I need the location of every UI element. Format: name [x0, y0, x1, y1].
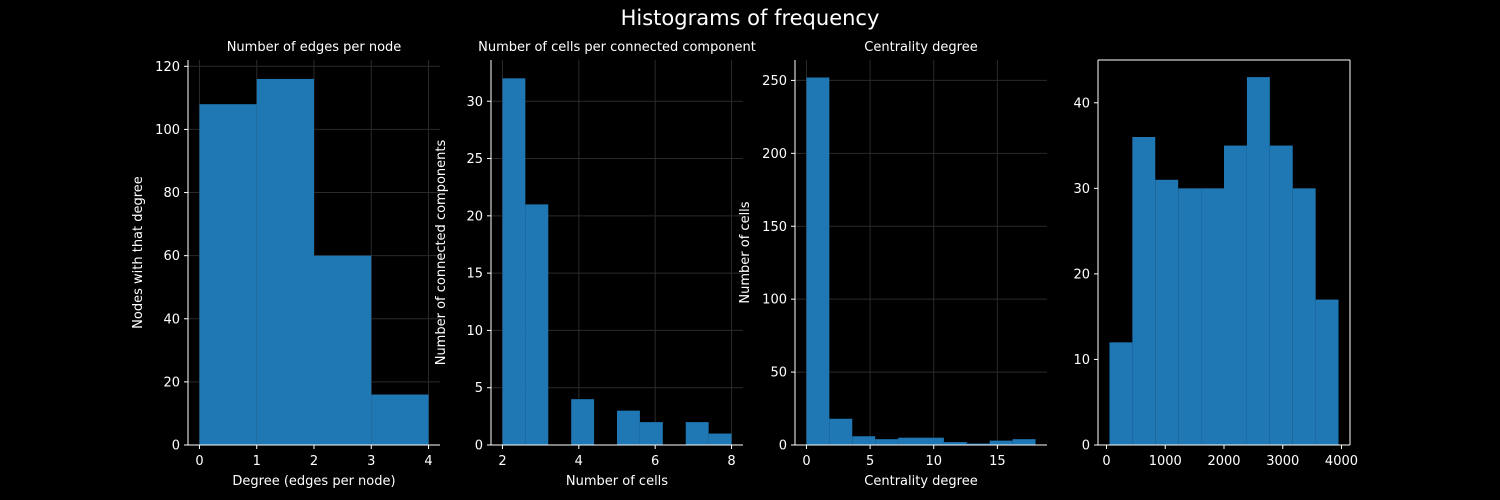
y-tick-label: 40 — [163, 312, 180, 327]
histogram-bar — [1224, 145, 1247, 446]
y-tick-label: 250 — [762, 74, 787, 89]
y-tick-label: 10 — [1073, 353, 1090, 368]
y-tick-label: 10 — [466, 324, 483, 339]
x-tick-label: 4000 — [1325, 454, 1358, 469]
x-tick-label: 3 — [367, 454, 375, 469]
x-tick-label: 10 — [925, 454, 942, 469]
y-tick-label: 150 — [762, 220, 787, 235]
y-tick-label: 0 — [779, 439, 787, 454]
x-tick-label: 0 — [195, 454, 203, 469]
histogram-bar — [708, 433, 732, 445]
y-tick-label: 50 — [770, 366, 787, 381]
histogram-bar — [1178, 188, 1202, 446]
histogram-bar — [806, 77, 830, 445]
histogram-bar — [875, 439, 899, 445]
histogram-bar — [256, 78, 314, 446]
histogram-bar — [617, 410, 640, 445]
y-tick-label: 30 — [466, 95, 483, 110]
y-tick-label: 5 — [475, 381, 483, 396]
y-tick-label: 25 — [466, 152, 483, 167]
panel-title: Number of cells per connected component — [478, 40, 756, 55]
x-tick-label: 4 — [424, 454, 432, 469]
panel-title: Centrality degree — [864, 40, 977, 55]
histogram-bar — [639, 422, 663, 445]
histogram-bar — [1246, 77, 1270, 445]
x-tick-label: 1000 — [1149, 454, 1182, 469]
histogram-bar — [1201, 188, 1224, 446]
y-axis-label: Nodes with that degree — [131, 176, 146, 329]
y-tick-label: 200 — [762, 147, 787, 162]
histogram-bar — [685, 422, 709, 445]
histogram-bar — [1292, 188, 1316, 446]
y-tick-label: 15 — [466, 267, 483, 282]
panel-2: 2 4 6 8 0 5 10 15 20 25 30 Number of cells per conn… — [434, 40, 756, 489]
y-tick-label: 40 — [1073, 96, 1090, 111]
x-tick-label: 2 — [498, 454, 506, 469]
y-tick-label: 20 — [466, 209, 483, 224]
x-tick-label: 3000 — [1266, 454, 1299, 469]
histogram-bar — [898, 437, 921, 445]
histogram-bar — [921, 437, 944, 445]
y-tick-label: 30 — [1073, 182, 1090, 197]
y-tick-label: 80 — [163, 186, 180, 201]
x-tick-label: 4 — [575, 454, 583, 469]
y-tick-label: 100 — [155, 123, 180, 138]
histogram-bar — [1155, 179, 1179, 445]
y-tick-label: 0 — [475, 439, 483, 454]
histogram-bar — [314, 255, 372, 445]
x-tick-label: 5 — [866, 454, 874, 469]
x-tick-label: 1 — [253, 454, 261, 469]
histogram-bar — [525, 204, 549, 445]
histogram-bar — [571, 399, 595, 445]
histogram-bar — [1012, 439, 1036, 445]
y-tick-label: 100 — [762, 293, 787, 308]
histogram-bar — [371, 394, 429, 445]
x-tick-label: 0 — [1102, 454, 1110, 469]
y-tick-label: 120 — [155, 60, 180, 75]
x-axis-label: Degree (edges per node) — [232, 474, 395, 489]
y-tick-label: 20 — [163, 375, 180, 390]
histogram-bar — [1269, 145, 1293, 446]
x-tick-label: 15 — [989, 454, 1006, 469]
histogram-bar — [852, 436, 876, 445]
histogram-bar — [966, 443, 990, 445]
histogram-bar — [1315, 299, 1339, 445]
panel-title: Number of edges per node — [227, 40, 402, 55]
figure-title: Histograms of frequency — [620, 6, 880, 30]
y-tick-label: 20 — [1073, 267, 1090, 282]
panel-4: 0 1000 2000 3000 4000 0 10 20 30 40 — [1073, 59, 1358, 469]
histogram-bar — [1132, 137, 1156, 445]
histogram-bar — [989, 440, 1013, 445]
x-axis-label: Centrality degree — [864, 474, 977, 489]
y-tick-label: 0 — [172, 439, 180, 454]
histogram-bar — [1109, 342, 1133, 445]
histogram-bar — [943, 442, 967, 445]
x-tick-label: 8 — [727, 454, 735, 469]
histogram-bar — [199, 104, 257, 445]
x-tick-label: 2000 — [1207, 454, 1240, 469]
y-axis-label: Number of connected components — [434, 140, 449, 366]
x-tick-label: 0 — [802, 454, 810, 469]
histogram-bar — [502, 78, 526, 445]
x-tick-label: 6 — [651, 454, 659, 469]
y-tick-label: 0 — [1082, 439, 1090, 454]
x-axis-label: Number of cells — [566, 474, 668, 489]
histogram-bar — [829, 418, 853, 445]
y-tick-label: 60 — [163, 249, 180, 264]
y-axis-label: Number of cells — [738, 201, 753, 303]
x-tick-label: 2 — [310, 454, 318, 469]
